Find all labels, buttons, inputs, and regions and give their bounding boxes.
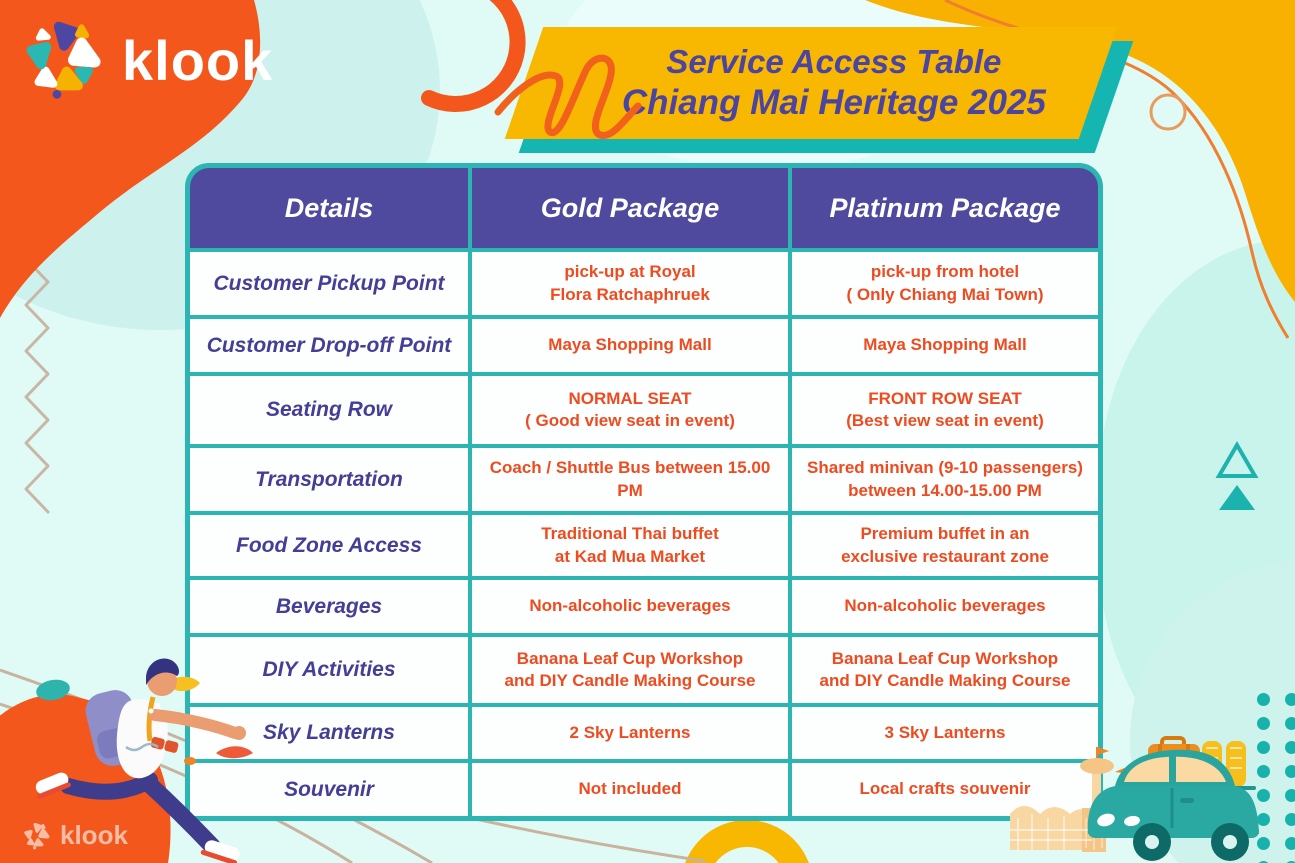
triangle-icons (1215, 441, 1259, 510)
row-label: Food Zone Access (190, 515, 468, 576)
runner-illustration (35, 658, 253, 863)
banner-title-line1: Service Access Table (666, 42, 1002, 80)
row-label: Transportation (190, 448, 468, 511)
column-header-platinum: Platinum Package (792, 168, 1098, 248)
klook-logo: klook (20, 16, 273, 104)
row-label: Customer Drop-off Point (190, 319, 468, 372)
logo-wordmark: klook (122, 28, 274, 92)
platinum-cell: FRONT ROW SEAT (Best view seat in event) (792, 376, 1098, 444)
banner-title-line2: Chiang Mai Heritage 2025 (621, 82, 1047, 122)
row-label: Seating Row (190, 376, 468, 444)
hair (146, 658, 179, 685)
row-label: Customer Pickup Point (190, 252, 468, 315)
gold-cell: NORMAL SEAT ( Good view seat in event) (472, 376, 788, 444)
yellow-blob-icon (170, 676, 200, 692)
gold-cell: Maya Shopping Mall (472, 319, 788, 372)
swirl-icon (494, 54, 642, 139)
platinum-cell: pick-up from hotel ( Only Chiang Mai Tow… (792, 252, 1098, 315)
gold-cell: Traditional Thai buffet at Kad Mua Marke… (472, 515, 788, 576)
car-illustration (1010, 736, 1259, 861)
column-header-details: Details (190, 168, 468, 248)
triangle-filled-icon (1219, 485, 1255, 510)
gold-cell: Not included (472, 763, 788, 816)
dots-column (1257, 693, 1270, 863)
platinum-cell: Non-alcoholic beverages (792, 580, 1098, 633)
gold-cell: Non-alcoholic beverages (472, 580, 788, 633)
zigzag-icon (24, 257, 50, 514)
gold-cell: pick-up at Royal Flora Ratchaphruek (472, 252, 788, 315)
platinum-cell: Local crafts souvenir (792, 763, 1098, 816)
column-header-gold: Gold Package (472, 168, 788, 248)
packages-table: Details Gold Package Platinum Package Cu… (185, 163, 1103, 821)
teal-blob-icon (36, 679, 70, 701)
row-label: Beverages (190, 580, 468, 633)
platinum-cell: Maya Shopping Mall (792, 319, 1098, 372)
row-label: Souvenir (190, 763, 468, 816)
gold-cell: Coach / Shuttle Bus between 15.00 PM (472, 448, 788, 511)
klook-petals-icon (24, 822, 50, 849)
triangle-outline-icon (1215, 441, 1259, 478)
platinum-cell: Shared minivan (9-10 passengers) between… (792, 448, 1098, 511)
gold-cell: Banana Leaf Cup Workshop and DIY Candle … (472, 637, 788, 703)
klook-petals-icon (26, 21, 101, 99)
klook-watermark: klook (22, 820, 128, 851)
watermark-wordmark: klook (60, 820, 128, 850)
orange-arc-icon (421, 0, 526, 112)
dots-column (1285, 693, 1295, 863)
platinum-cell: Banana Leaf Cup Workshop and DIY Candle … (792, 637, 1098, 703)
platinum-cell: Premium buffet in an exclusive restauran… (792, 515, 1098, 576)
droplet-icon (184, 757, 196, 765)
gold-cell: 2 Sky Lanterns (472, 707, 788, 759)
circle-outline-icon (1149, 93, 1187, 131)
swoosh-icon (216, 746, 253, 759)
platinum-cell: 3 Sky Lanterns (792, 707, 1098, 759)
row-label: DIY Activities (190, 637, 468, 703)
